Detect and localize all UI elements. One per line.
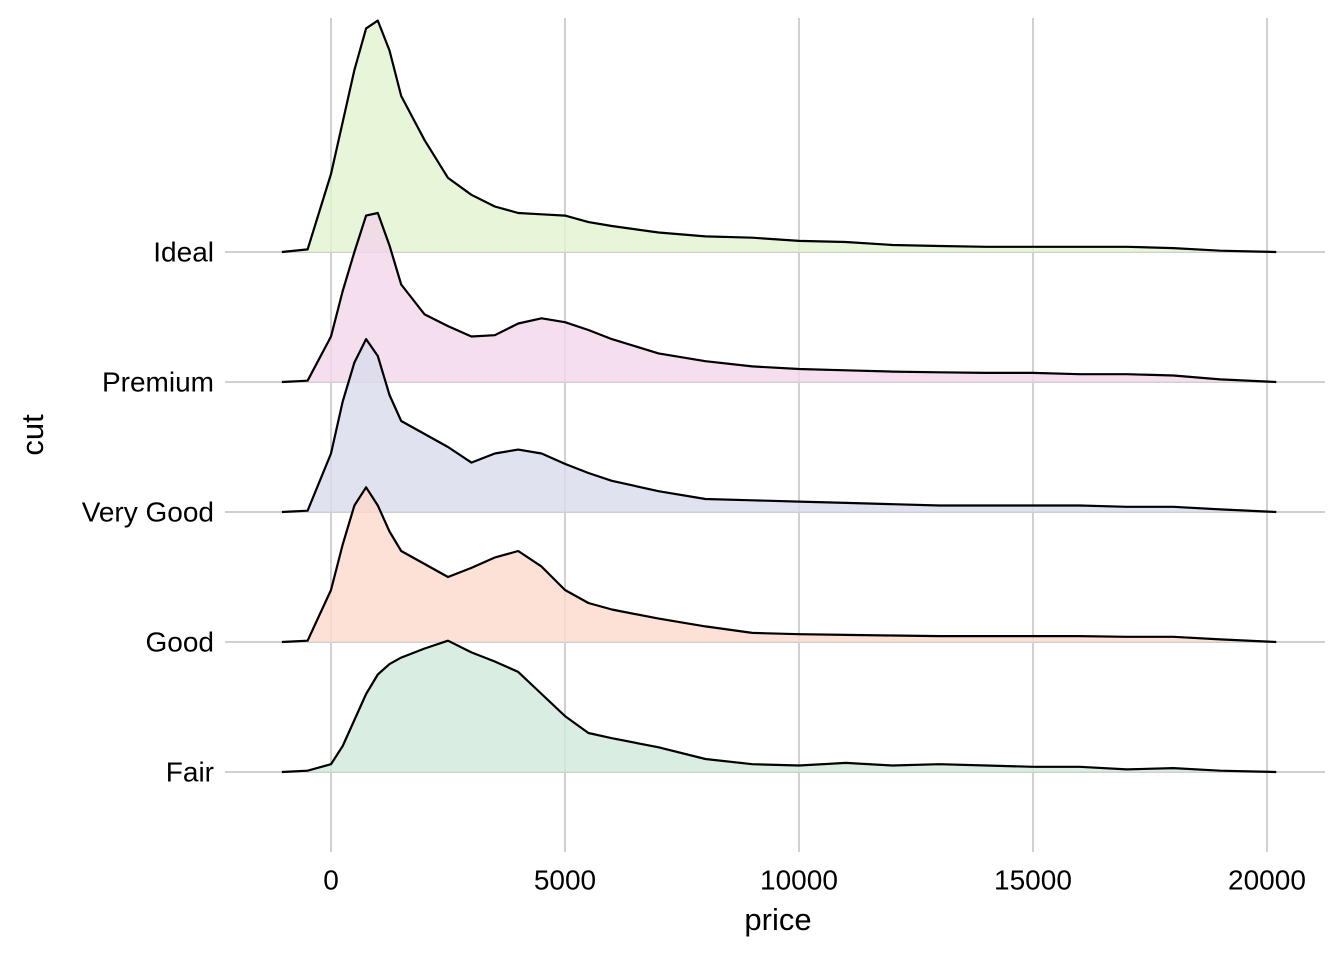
x-axis-label: price bbox=[744, 902, 811, 937]
x-tick-label: 20000 bbox=[1228, 864, 1306, 895]
x-tick-label: 10000 bbox=[760, 864, 838, 895]
y-axis-label: cut bbox=[15, 414, 50, 456]
ridge-area bbox=[281, 339, 1277, 512]
y-tick-label: Premium bbox=[102, 366, 214, 397]
y-tick-label: Ideal bbox=[153, 236, 214, 267]
ridge-area bbox=[281, 213, 1277, 382]
ridge-line bbox=[281, 19, 1277, 254]
ridge-line bbox=[281, 211, 1277, 384]
y-tick-label: Very Good bbox=[82, 496, 214, 527]
ridge-line bbox=[281, 639, 1277, 774]
ridge-area bbox=[281, 640, 1277, 772]
y-tick-label: Good bbox=[146, 626, 215, 657]
y-tick-label: Fair bbox=[166, 756, 214, 787]
ridge-line bbox=[281, 338, 1277, 514]
ridge-line bbox=[281, 486, 1277, 644]
x-tick-label: 5000 bbox=[534, 864, 596, 895]
ridge-area bbox=[281, 20, 1277, 252]
ridge-area bbox=[281, 487, 1277, 642]
x-tick-label: 0 bbox=[323, 864, 339, 895]
x-tick-label: 15000 bbox=[994, 864, 1072, 895]
